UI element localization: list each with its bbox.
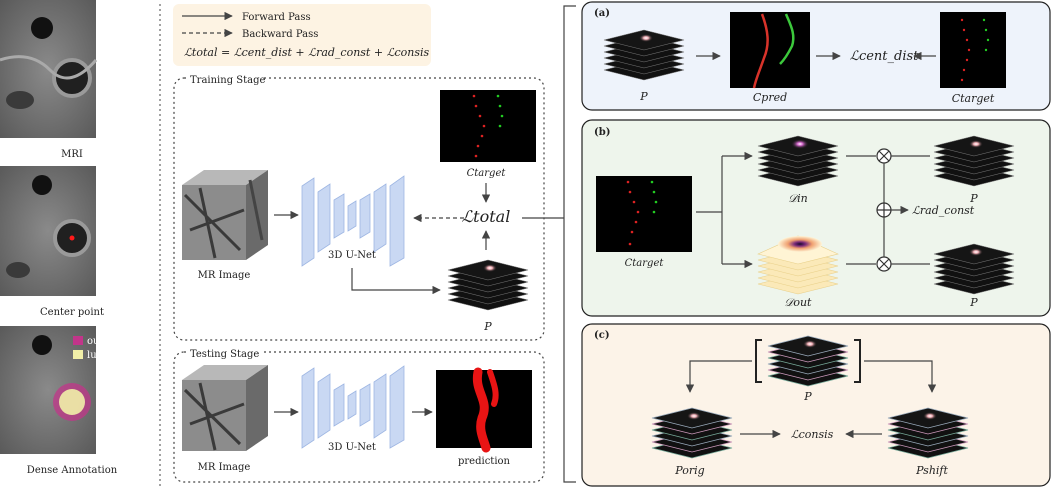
panel-c-arrow-shift	[864, 360, 937, 393]
prediction-image	[436, 367, 532, 453]
center-point-image	[0, 166, 96, 296]
training-mr-cube	[182, 170, 268, 260]
testing-mr-label: MR Image	[198, 462, 251, 473]
testing-unet	[301, 365, 405, 449]
panel-b-ctarget-image	[596, 176, 692, 252]
legend-lumen-swatch	[73, 350, 83, 359]
panel-a-cpred-label: Cpred	[753, 91, 787, 104]
panel-b-mul-top	[876, 148, 892, 164]
training-p-label: P	[483, 320, 492, 333]
dense-annotation-image	[0, 326, 96, 454]
panel-b-din-label: 𝒟in	[788, 192, 807, 205]
panel-b-p-bottom-label: P	[969, 296, 978, 309]
panel-b-dout-label: 𝒟out	[785, 296, 812, 309]
panel-b-add	[876, 202, 892, 218]
panel-c-p-stack	[767, 335, 849, 387]
panel-c-pshift-label: Pshift	[915, 464, 948, 477]
training-ctarget-label: Ctarget	[467, 168, 507, 179]
panel-a-p-stack	[603, 29, 685, 81]
panel-a-cpred-image	[730, 12, 810, 89]
panel-b	[581, 119, 1051, 317]
backward-label: Backward Pass	[242, 29, 318, 40]
panel-b-ctarget-label: Ctarget	[625, 258, 665, 269]
testing-title: Testing Stage	[190, 349, 259, 360]
panel-c-bracket-right	[854, 339, 861, 383]
panel-c-porig-label: Porig	[674, 464, 704, 477]
panel-c-arrow-orig	[685, 360, 752, 393]
center-caption: Center point	[40, 307, 104, 318]
training-unet-label: 3D U-Net	[328, 250, 376, 261]
testing-unet-label: 3D U-Net	[328, 442, 376, 453]
panel-c-p-label: P	[803, 390, 812, 403]
legend-outer-swatch	[73, 336, 83, 345]
testing-mr-cube	[182, 365, 268, 451]
testing-stage-box	[173, 351, 545, 483]
mri-caption: MRI	[61, 149, 83, 160]
legend-lumen-label: lumen	[87, 350, 119, 361]
panel-c-porig-stack	[651, 407, 733, 459]
panel-c-pshift-stack	[887, 407, 969, 459]
dense-caption: Dense Annotation	[27, 465, 118, 476]
prediction-label: prediction	[458, 456, 511, 467]
panel-b-loss: ℒrad_const	[912, 204, 975, 217]
panel-a-tag: (a)	[594, 8, 610, 19]
arrow-unet-to-p	[351, 268, 441, 295]
training-title: Training Stage	[190, 75, 266, 86]
panel-b-din-stack	[757, 135, 839, 187]
panel-a-ctarget-image	[940, 12, 1006, 88]
mri-image	[0, 0, 98, 138]
panel-c-bracket-left	[755, 339, 762, 383]
training-mr-label: MR Image	[198, 270, 251, 281]
training-stage-box	[173, 77, 545, 341]
forward-label: Forward Pass	[242, 12, 311, 23]
panel-b-p-bottom-stack	[933, 243, 1015, 295]
legend-outer-label: outer wall	[87, 336, 138, 347]
total-loss-equation: ℒtotal = ℒcent_dist + ℒrad_const + ℒcons…	[184, 46, 430, 59]
training-ctarget-image	[440, 90, 536, 162]
panel-a-ctarget-label: Ctarget	[952, 92, 995, 105]
panel-c-loss: ℒconsis	[791, 428, 834, 441]
loss-bracket	[563, 5, 576, 483]
training-loss: ℒtotal	[462, 207, 511, 226]
panel-b-p-top-label: P	[969, 192, 978, 205]
lumen-mask	[59, 389, 85, 415]
panel-a-p-label: P	[639, 90, 648, 103]
center-dot	[69, 235, 75, 241]
panel-b-p-top-stack	[933, 135, 1015, 187]
panel-a-loss: ℒcent_dist	[850, 49, 920, 64]
training-unet	[301, 175, 405, 267]
panel-b-tag: (b)	[594, 127, 610, 138]
legend-box	[173, 4, 431, 66]
training-p-stack	[447, 259, 529, 311]
panel-b-dout-stack	[757, 235, 839, 295]
panel-c-tag: (c)	[594, 330, 610, 341]
panel-b-mul-bottom	[876, 256, 892, 272]
